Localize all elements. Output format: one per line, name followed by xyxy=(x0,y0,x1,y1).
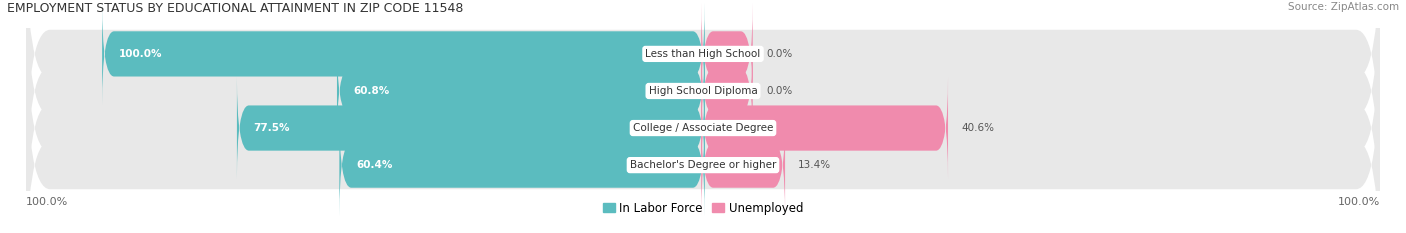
Text: High School Diploma: High School Diploma xyxy=(648,86,758,96)
FancyBboxPatch shape xyxy=(27,41,1379,233)
Text: 0.0%: 0.0% xyxy=(766,86,792,96)
FancyBboxPatch shape xyxy=(337,39,704,143)
FancyBboxPatch shape xyxy=(103,2,704,105)
Text: 77.5%: 77.5% xyxy=(253,123,290,133)
Text: 0.0%: 0.0% xyxy=(766,49,792,59)
Text: College / Associate Degree: College / Associate Degree xyxy=(633,123,773,133)
Text: 13.4%: 13.4% xyxy=(799,160,831,170)
FancyBboxPatch shape xyxy=(702,39,752,143)
Text: Source: ZipAtlas.com: Source: ZipAtlas.com xyxy=(1288,2,1399,12)
FancyBboxPatch shape xyxy=(27,0,1379,178)
Legend: In Labor Force, Unemployed: In Labor Force, Unemployed xyxy=(603,202,803,215)
FancyBboxPatch shape xyxy=(238,76,704,180)
Text: 100.0%: 100.0% xyxy=(27,197,69,207)
Text: Bachelor's Degree or higher: Bachelor's Degree or higher xyxy=(630,160,776,170)
FancyBboxPatch shape xyxy=(339,114,704,217)
Text: 60.8%: 60.8% xyxy=(354,86,389,96)
Text: 60.4%: 60.4% xyxy=(356,160,392,170)
FancyBboxPatch shape xyxy=(702,114,785,217)
Text: 100.0%: 100.0% xyxy=(120,49,163,59)
FancyBboxPatch shape xyxy=(702,76,948,180)
Text: Less than High School: Less than High School xyxy=(645,49,761,59)
Text: EMPLOYMENT STATUS BY EDUCATIONAL ATTAINMENT IN ZIP CODE 11548: EMPLOYMENT STATUS BY EDUCATIONAL ATTAINM… xyxy=(7,2,464,15)
FancyBboxPatch shape xyxy=(27,0,1379,215)
FancyBboxPatch shape xyxy=(27,4,1379,233)
FancyBboxPatch shape xyxy=(702,2,752,105)
Text: 100.0%: 100.0% xyxy=(1337,197,1379,207)
Text: 40.6%: 40.6% xyxy=(962,123,994,133)
